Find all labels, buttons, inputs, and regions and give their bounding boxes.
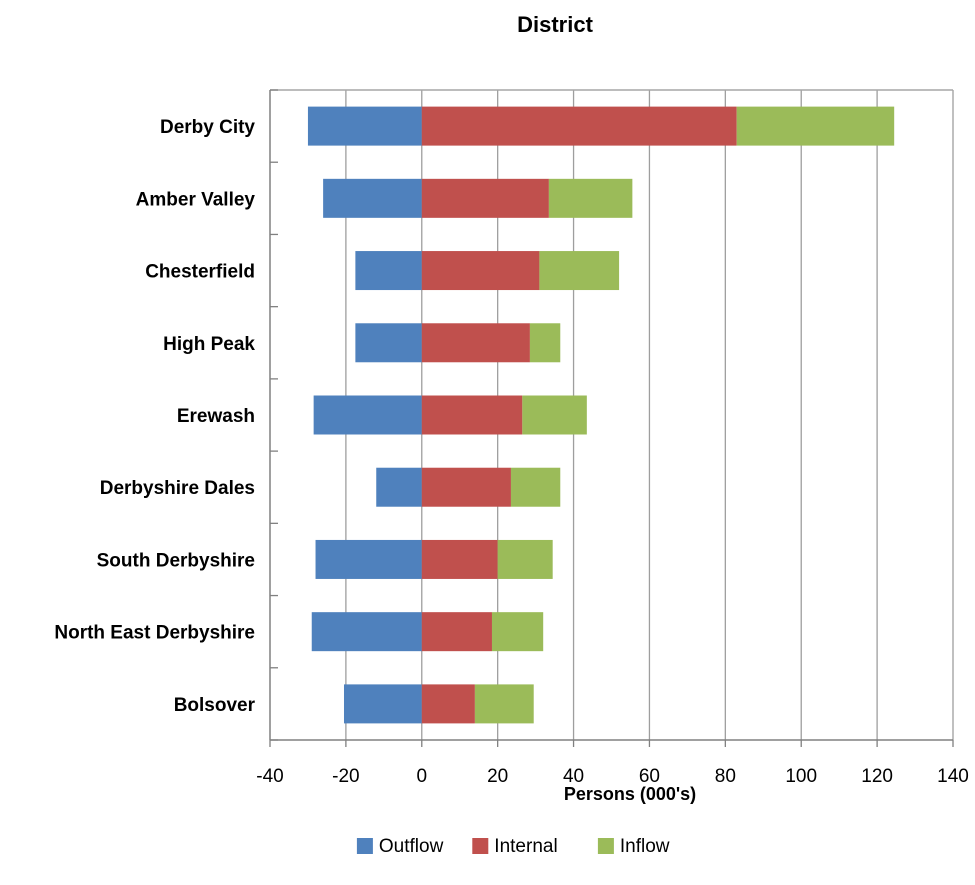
bar-internal <box>421 612 492 652</box>
bar-internal <box>421 251 540 291</box>
bar-inflow <box>491 612 544 652</box>
legend-label-outflow: Outflow <box>379 836 444 857</box>
axes <box>269 89 954 747</box>
legend-label-inflow: Inflow <box>620 836 670 857</box>
x-tick-label: 120 <box>861 766 893 787</box>
category-label: South Derbyshire <box>97 550 255 571</box>
category-label: Derbyshire Dales <box>100 478 255 499</box>
bar-outflow <box>343 684 422 724</box>
bar-inflow <box>736 106 895 146</box>
x-tick-label: -40 <box>256 766 283 787</box>
category-label: Chesterfield <box>145 262 255 283</box>
bar-internal <box>421 395 523 435</box>
bar-inflow <box>474 684 534 724</box>
x-tick-label: 80 <box>715 766 736 787</box>
bar-outflow <box>315 539 422 579</box>
bar-outflow <box>307 106 422 146</box>
x-tick-label: 60 <box>639 766 660 787</box>
legend-label-internal: Internal <box>494 836 557 857</box>
bar-inflow <box>510 467 561 507</box>
legend: Outflow Internal Inflow <box>356 836 670 857</box>
bar-internal <box>421 323 530 363</box>
chart-title: District <box>517 12 593 37</box>
bar-internal <box>421 539 498 579</box>
bar-outflow <box>376 467 422 507</box>
bar-internal <box>421 106 737 146</box>
bar-internal <box>421 467 511 507</box>
bar-inflow <box>497 539 553 579</box>
category-labels: Derby City Amber Valley Chesterfield High P… <box>54 117 255 716</box>
category-label: Amber Valley <box>136 189 256 210</box>
bars <box>307 106 895 724</box>
legend-swatch-internal <box>472 838 489 854</box>
legend-swatch-outflow <box>356 838 373 854</box>
bar-outflow <box>311 612 422 652</box>
x-axis-title: Persons (000's) <box>564 784 696 804</box>
bar-inflow <box>522 395 587 435</box>
bar-inflow <box>548 178 633 218</box>
x-tick-label: 0 <box>416 766 427 787</box>
bar-internal <box>421 178 549 218</box>
bar-outflow <box>355 251 422 291</box>
x-tick-label: 20 <box>487 766 508 787</box>
category-label: Erewash <box>177 406 255 427</box>
bar-outflow <box>323 178 422 218</box>
bar-inflow <box>539 251 620 291</box>
x-tick-labels: -40 -20 0 20 40 60 80 100 120 140 <box>256 766 969 787</box>
bar-outflow <box>355 323 422 363</box>
bar-inflow <box>529 323 561 363</box>
x-tick-label: 40 <box>563 766 584 787</box>
category-label: High Peak <box>163 334 255 355</box>
x-tick-label: 140 <box>937 766 969 787</box>
category-label: North East Derbyshire <box>54 623 255 644</box>
category-label: Bolsover <box>174 695 256 716</box>
bar-outflow <box>313 395 422 435</box>
legend-swatch-inflow <box>597 838 614 854</box>
bar-internal <box>421 684 475 724</box>
x-tick-label: 100 <box>785 766 817 787</box>
x-tick-label: -20 <box>332 766 359 787</box>
category-label: Derby City <box>160 117 255 138</box>
